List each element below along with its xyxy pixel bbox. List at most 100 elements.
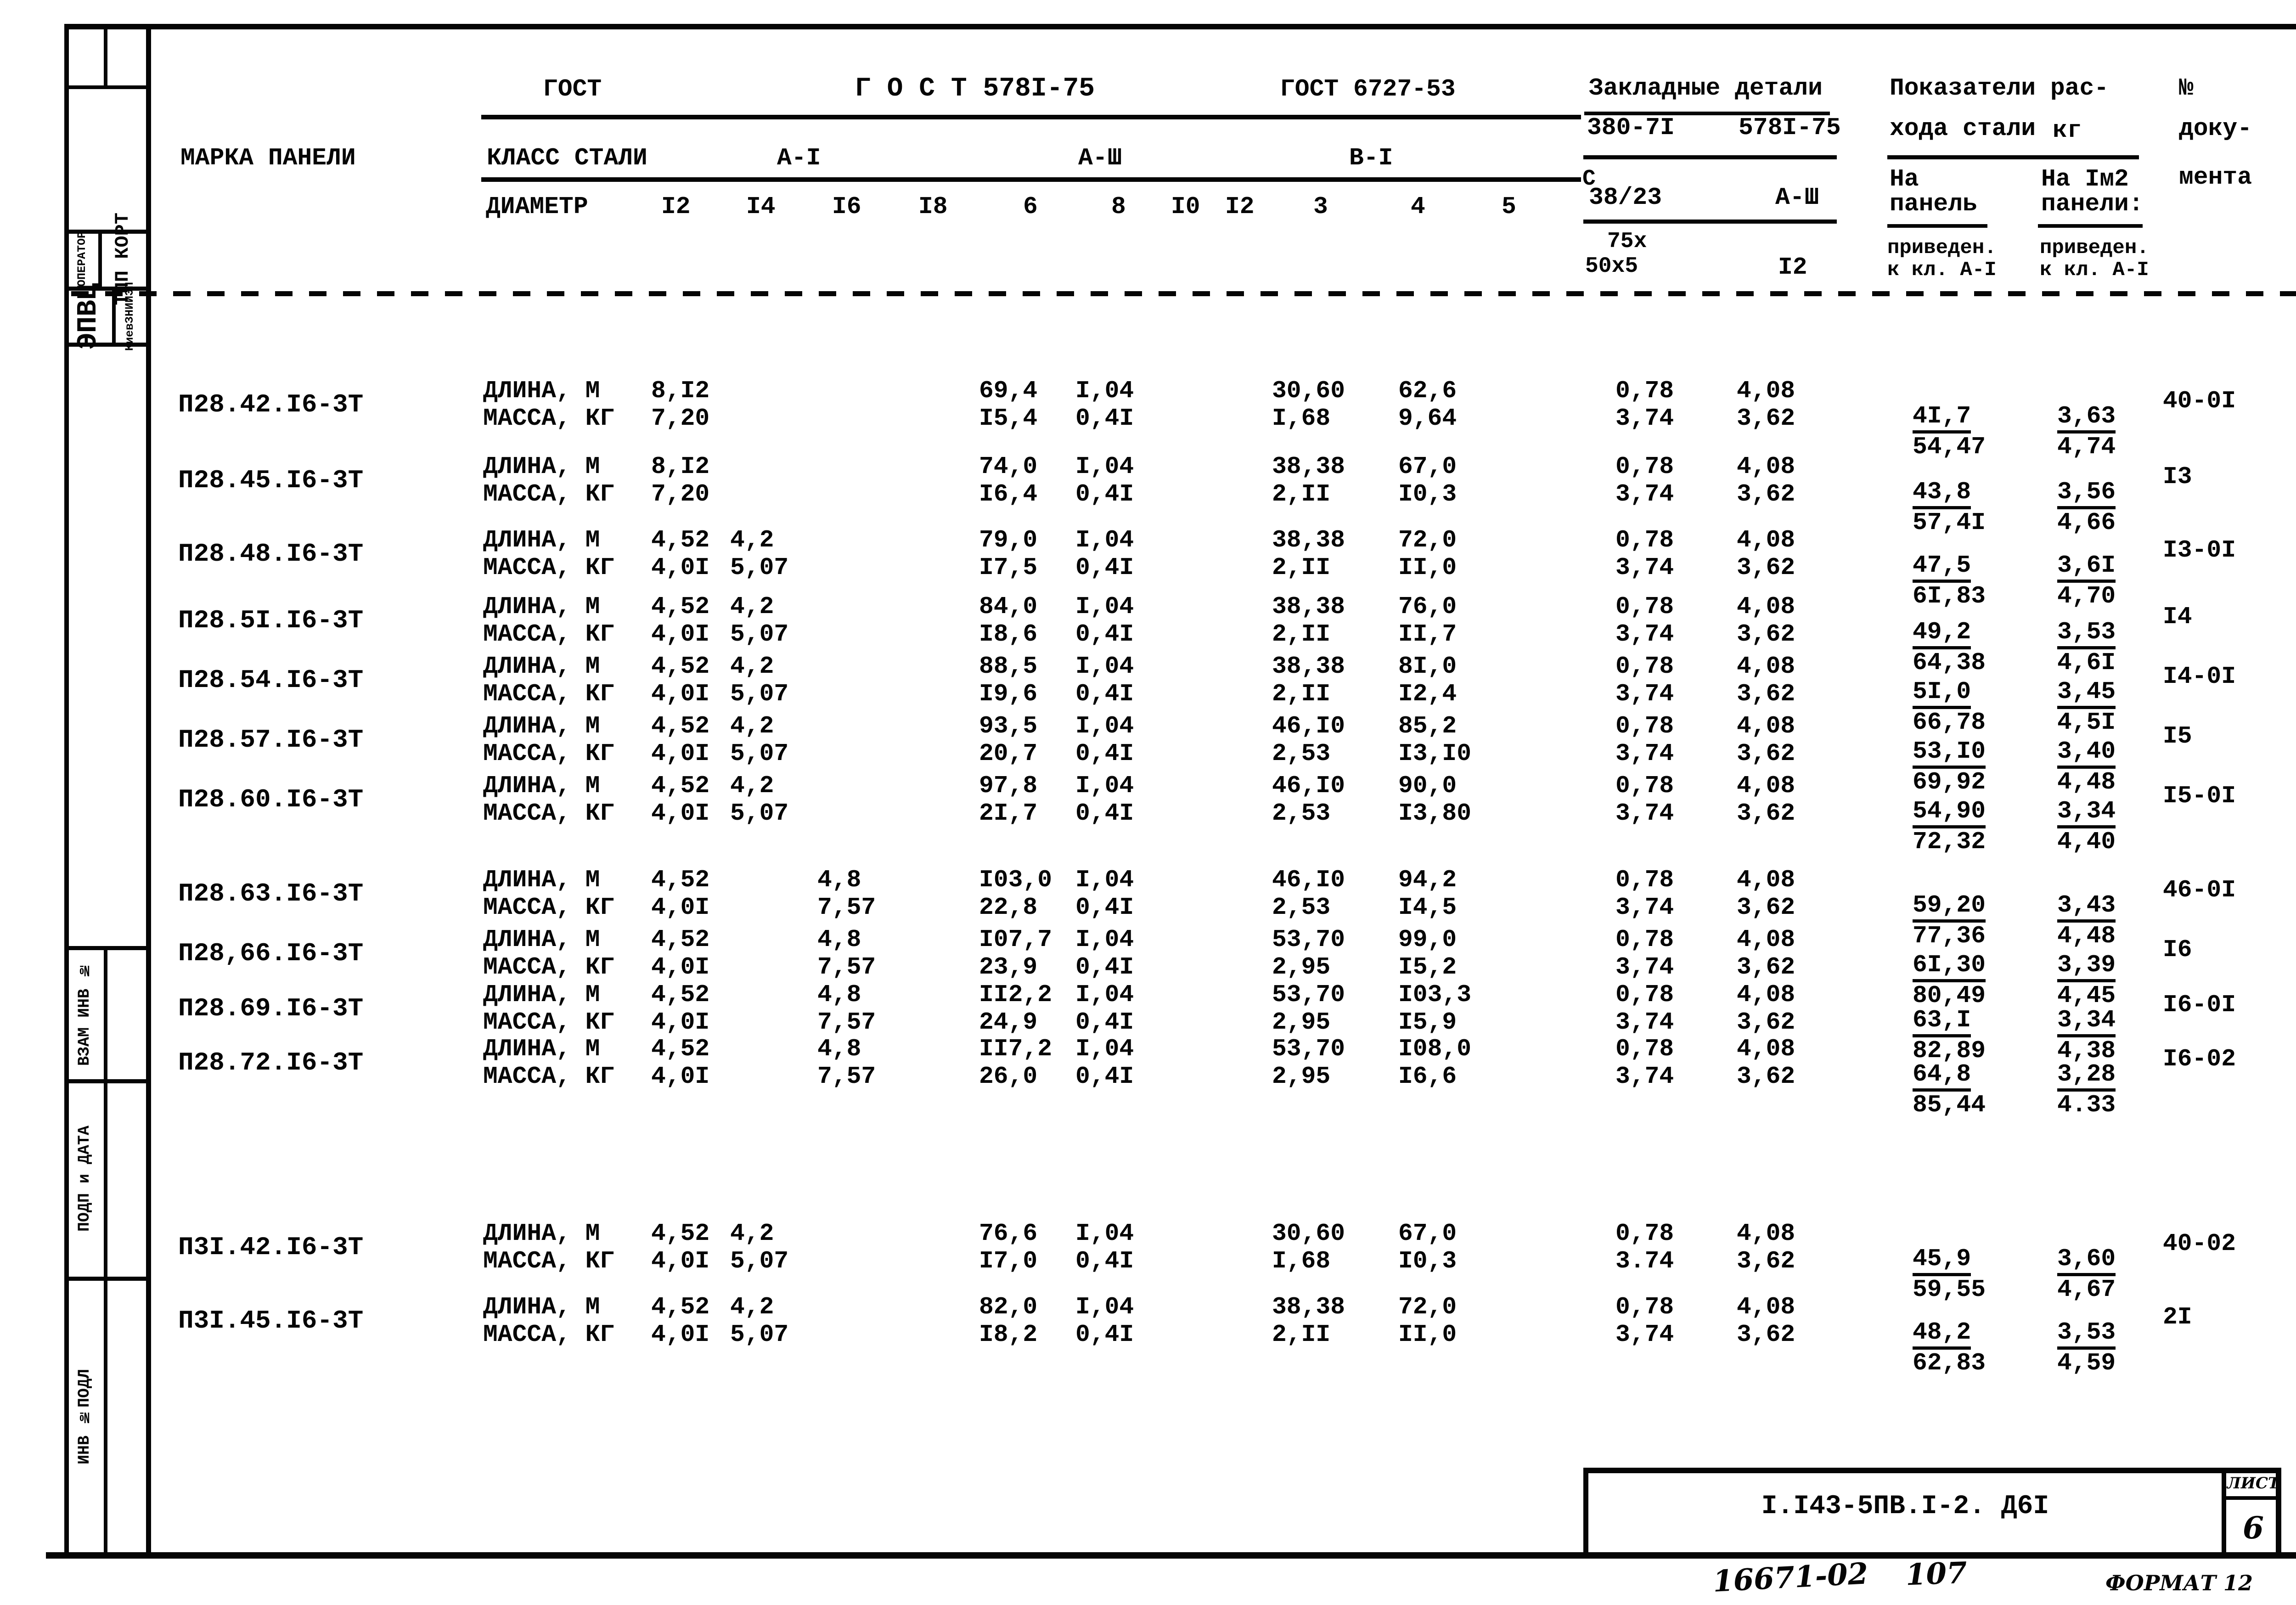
row-mark: П3I.42.I6-3Т bbox=[178, 1233, 364, 1262]
cell-e2-length: 4,08 bbox=[1737, 712, 1795, 740]
cell-d3-mass: 2,95 bbox=[1272, 1063, 1331, 1090]
m2-consumption-den: 4.33 bbox=[2057, 1091, 2116, 1119]
cell-d6-length: 76,6 bbox=[979, 1220, 1038, 1247]
cell-d16-length: 4,8 bbox=[817, 981, 861, 1008]
row-mass-label: МАССА, КГ bbox=[483, 740, 615, 767]
cell-e2-length: 4,08 bbox=[1737, 377, 1795, 405]
cell-d3-length: 46,I0 bbox=[1272, 712, 1345, 740]
titleblock-document-code: I.I43-5ПВ.I-2. Д6I bbox=[1761, 1492, 2049, 1521]
cell-d3-length: 46,I0 bbox=[1272, 772, 1345, 800]
header-k-kl-2: к кл. А-I bbox=[2040, 259, 2149, 282]
row-length-label: ДЛИНА, М bbox=[483, 712, 600, 740]
cell-d12-mass: 4,0I bbox=[651, 620, 710, 648]
titleblock-line bbox=[2222, 1496, 2281, 1500]
frame-left-main-line bbox=[146, 24, 151, 1558]
panel-consumption-num: 5I,0 bbox=[1913, 680, 1971, 709]
cell-d6-mass: I7,0 bbox=[979, 1247, 1038, 1275]
row-length-label: ДЛИНА, М bbox=[483, 1035, 600, 1063]
row-length-label: ДЛИНА, М bbox=[483, 377, 600, 405]
header-pokazateli-1: Показатели рас- bbox=[1890, 74, 2109, 102]
header-paneli: панели: bbox=[2041, 190, 2144, 218]
cell-d12-length: 4,52 bbox=[651, 981, 710, 1008]
header-rule bbox=[481, 115, 1581, 119]
stamp-box-line bbox=[64, 230, 151, 234]
cell-e1-mass: 3,74 bbox=[1615, 620, 1674, 648]
row-mass-label: МАССА, КГ bbox=[483, 620, 615, 648]
cell-d4-length: 99,0 bbox=[1398, 926, 1457, 953]
cell-d16-mass: 7,57 bbox=[817, 894, 876, 921]
cell-d4-mass: II,0 bbox=[1398, 1321, 1457, 1348]
column-header-marka: МАРКА ПАНЕЛИ bbox=[180, 144, 356, 172]
cell-d12-length: 4,52 bbox=[651, 593, 710, 620]
sidebar-divider bbox=[104, 24, 107, 88]
cell-e1-length: 0,78 bbox=[1615, 377, 1674, 405]
m2-consumption-num: 3,53 bbox=[2057, 620, 2116, 649]
cell-d8-mass: 0,4I bbox=[1075, 554, 1134, 581]
cell-d6-length: I07,7 bbox=[979, 926, 1052, 953]
stamp-operator: ОПЕРАТОР bbox=[64, 230, 99, 288]
row-length-label: ДЛИНА, М bbox=[483, 1293, 600, 1321]
sidebar-vzam-inv-label: ВЗАМ ИНВ № bbox=[75, 961, 94, 1066]
cell-e2-mass: 3,62 bbox=[1737, 740, 1795, 767]
cell-d14-length: 4,2 bbox=[730, 712, 774, 740]
cell-d12-mass: 7,20 bbox=[651, 480, 710, 508]
cell-d3-mass: 2,95 bbox=[1272, 953, 1331, 981]
row-mark: П28.42.I6-3Т bbox=[178, 390, 364, 419]
frame-top-line bbox=[64, 24, 2296, 29]
cell-e1-length: 0,78 bbox=[1615, 866, 1674, 894]
cell-d4-length: 90,0 bbox=[1398, 772, 1457, 800]
cell-d4-length: I08,0 bbox=[1398, 1035, 1472, 1063]
cell-d3-mass: 2,II bbox=[1272, 554, 1331, 581]
cell-e1-length: 0,78 bbox=[1615, 1293, 1674, 1321]
cell-e2-length: 4,08 bbox=[1737, 981, 1795, 1008]
cell-d3-length: 53,70 bbox=[1272, 926, 1345, 953]
cell-d3-length: 38,38 bbox=[1272, 593, 1345, 620]
cell-e1-length: 0,78 bbox=[1615, 653, 1674, 680]
cell-d6-length: 84,0 bbox=[979, 593, 1038, 620]
cell-d16-mass: 7,57 bbox=[817, 1008, 876, 1036]
cell-e2-mass: 3,62 bbox=[1737, 800, 1795, 827]
cell-d3-mass: I,68 bbox=[1272, 405, 1331, 432]
stamp-box-line bbox=[64, 287, 151, 291]
diameter-value: I0 bbox=[1171, 193, 1200, 220]
cell-d4-mass: II,0 bbox=[1398, 554, 1457, 581]
cell-e2-length: 4,08 bbox=[1737, 1293, 1795, 1321]
cell-d12-length: 4,52 bbox=[651, 1220, 710, 1247]
panel-consumption-den: 82,89 bbox=[1913, 1037, 1986, 1064]
cell-e2-length: 4,08 bbox=[1737, 1220, 1795, 1247]
cell-d8-mass: 0,4I bbox=[1075, 1247, 1134, 1275]
header-zak-d12: I2 bbox=[1778, 253, 1807, 281]
cell-e1-length: 0,78 bbox=[1615, 526, 1674, 554]
header-rule bbox=[1584, 112, 1830, 115]
cell-d12-length: 4,52 bbox=[651, 653, 710, 680]
panel-consumption-num: 59,20 bbox=[1913, 893, 1986, 923]
cell-e1-length: 0,78 bbox=[1615, 1035, 1674, 1063]
panel-consumption-den: 69,92 bbox=[1913, 768, 1986, 796]
panel-consumption-den: 77,36 bbox=[1913, 922, 1986, 950]
m2-consumption-den: 4,48 bbox=[2057, 922, 2116, 950]
panel-consumption-den: 57,4I bbox=[1913, 509, 1986, 536]
stamp-epvc: ЭПВЦ bbox=[64, 283, 113, 349]
cell-d6-mass: 20,7 bbox=[979, 740, 1038, 767]
cell-d3-length: 38,38 bbox=[1272, 653, 1345, 680]
header-dashed-separator bbox=[71, 291, 2296, 296]
cell-e2-length: 4,08 bbox=[1737, 926, 1795, 953]
cell-d4-length: 67,0 bbox=[1398, 1220, 1457, 1247]
cell-e1-length: 0,78 bbox=[1615, 1220, 1674, 1247]
header-k-kl-1: к кл. А-I bbox=[1887, 259, 1997, 282]
diameter-value: I6 bbox=[832, 193, 861, 220]
cell-d8-length: I,04 bbox=[1075, 926, 1134, 953]
handwritten-number: 16671-02 bbox=[1712, 1556, 1869, 1599]
cell-d14-length: 4,2 bbox=[730, 593, 774, 620]
header-panel: панель bbox=[1890, 190, 1977, 218]
row-mark: П3I.45.I6-3Т bbox=[178, 1306, 364, 1335]
doc-number: I4-0I bbox=[2163, 663, 2236, 690]
cell-e1-mass: 3,74 bbox=[1615, 800, 1674, 827]
cell-d6-mass: I7,5 bbox=[979, 554, 1038, 581]
header-zak-c: С bbox=[1582, 167, 1596, 191]
header-gost-6727: ГОСТ 6727-53 bbox=[1280, 75, 1456, 103]
cell-e2-mass: 3,62 bbox=[1737, 554, 1795, 581]
cell-d16-length: 4,8 bbox=[817, 1035, 861, 1063]
cell-d3-mass: 2,53 bbox=[1272, 894, 1331, 921]
panel-consumption-den: 72,32 bbox=[1913, 828, 1986, 856]
